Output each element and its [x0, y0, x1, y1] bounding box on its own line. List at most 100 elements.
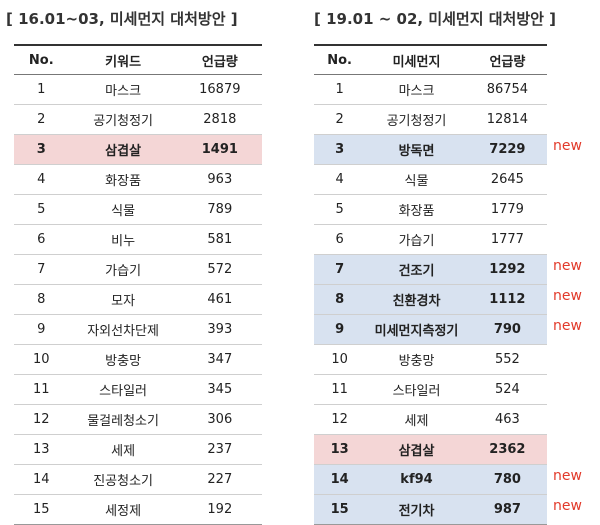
table-row: 5 식물 789: [14, 194, 262, 225]
keyword-cell: 미세먼지측정기: [365, 314, 468, 345]
table-row: 5 화장품 1779: [314, 194, 547, 225]
table-row: 12 물걸레청소기 306: [14, 404, 262, 435]
keyword-cell: 삼겹살: [68, 134, 178, 165]
count-cell: 463: [467, 404, 547, 435]
keyword-cell: 세제: [68, 434, 178, 465]
count-cell: 790: [467, 314, 547, 345]
keyword-cell: 삼겹살: [365, 434, 468, 465]
rank-cell: 5: [14, 194, 69, 225]
keyword-cell: 진공청소기: [68, 464, 178, 495]
keyword-cell: 스타일러: [68, 374, 178, 405]
rank-cell: 3: [14, 134, 69, 165]
rank-cell: 8: [14, 284, 69, 315]
new-badge: new: [553, 497, 582, 514]
header-keyword: 키워드: [68, 44, 178, 75]
count-cell: 581: [177, 224, 262, 255]
table-row: 1 마스크 86754: [314, 74, 547, 105]
header-no: No.: [314, 44, 366, 75]
rank-cell: 13: [314, 434, 366, 465]
rank-cell: 8: [314, 284, 366, 315]
rank-cell: 12: [314, 404, 366, 435]
count-cell: 2362: [467, 434, 547, 465]
rank-cell: 10: [314, 344, 366, 375]
count-cell: 2818: [177, 104, 262, 135]
keyword-cell: kf94: [365, 464, 468, 495]
table-row: 9 미세먼지측정기 790: [314, 314, 547, 345]
header-keyword: 미세먼지: [365, 44, 468, 75]
new-badge: new: [553, 257, 582, 274]
new-badge: new: [553, 467, 582, 484]
rank-cell: 13: [14, 434, 69, 465]
table-row: 7 건조기 1292: [314, 254, 547, 285]
right-keyword-table: No. 미세먼지 언급량 1 마스크 86754 2 공기청정기 12814 3 방독면 722…: [314, 44, 547, 525]
table-row: 10 방충망 347: [14, 344, 262, 375]
rank-cell: 6: [14, 224, 69, 255]
table-row: 6 가습기 1777: [314, 224, 547, 255]
rank-cell: 1: [314, 74, 366, 105]
count-cell: 524: [467, 374, 547, 405]
rank-cell: 2: [14, 104, 69, 135]
rank-cell: 10: [14, 344, 69, 375]
table-row: 8 친환경차 1112: [314, 284, 547, 315]
keyword-cell: 화장품: [68, 164, 178, 195]
keyword-cell: 건조기: [365, 254, 468, 285]
keyword-cell: 물걸레청소기: [68, 404, 178, 435]
table-row: 12 세제 463: [314, 404, 547, 435]
left-table-header-row: No. 키워드 언급량: [14, 44, 262, 75]
table-row: 10 방충망 552: [314, 344, 547, 375]
rank-cell: 12: [14, 404, 69, 435]
new-badge: new: [553, 317, 582, 334]
count-cell: 963: [177, 164, 262, 195]
rank-cell: 5: [314, 194, 366, 225]
count-cell: 7229: [467, 134, 547, 165]
keyword-cell: 식물: [365, 164, 468, 195]
keyword-cell: 가습기: [365, 224, 468, 255]
keyword-cell: 세정제: [68, 494, 178, 525]
keyword-cell: 방충망: [68, 344, 178, 375]
rank-cell: 6: [314, 224, 366, 255]
table-row: 14 kf94 780: [314, 464, 547, 495]
table-row: 3 방독면 7229: [314, 134, 547, 165]
keyword-cell: 공기청정기: [68, 104, 178, 135]
rank-cell: 4: [14, 164, 69, 195]
left-panel-title: [ 16.01~03, 미세먼지 대처방안 ]: [6, 10, 238, 28]
count-cell: 227: [177, 464, 262, 495]
count-cell: 987: [467, 494, 547, 525]
table-row: 1 마스크 16879: [14, 74, 262, 105]
keyword-cell: 비누: [68, 224, 178, 255]
rank-cell: 14: [314, 464, 366, 495]
count-cell: 12814: [467, 104, 547, 135]
rank-cell: 15: [14, 494, 69, 525]
table-row: 11 스타일러 524: [314, 374, 547, 405]
header-count: 언급량: [177, 44, 262, 75]
new-badge: new: [553, 137, 582, 154]
count-cell: 2645: [467, 164, 547, 195]
count-cell: 345: [177, 374, 262, 405]
rank-cell: 7: [314, 254, 366, 285]
rank-cell: 7: [14, 254, 69, 285]
table-row: 14 진공청소기 227: [14, 464, 262, 495]
rank-cell: 1: [14, 74, 69, 105]
keyword-cell: 친환경차: [365, 284, 468, 315]
table-row: 2 공기청정기 2818: [14, 104, 262, 135]
count-cell: 1112: [467, 284, 547, 315]
table-row: 11 스타일러 345: [14, 374, 262, 405]
keyword-cell: 세제: [365, 404, 468, 435]
keyword-cell: 마스크: [365, 74, 468, 105]
new-badge: new: [553, 287, 582, 304]
rank-cell: 4: [314, 164, 366, 195]
keyword-cell: 전기차: [365, 494, 468, 525]
table-row: 8 모자 461: [14, 284, 262, 315]
count-cell: 192: [177, 494, 262, 525]
keyword-cell: 방독면: [365, 134, 468, 165]
rank-cell: 11: [14, 374, 69, 405]
rank-cell: 9: [314, 314, 366, 345]
count-cell: 789: [177, 194, 262, 225]
rank-cell: 14: [14, 464, 69, 495]
count-cell: 572: [177, 254, 262, 285]
keyword-cell: 자외선차단제: [68, 314, 178, 345]
keyword-cell: 화장품: [365, 194, 468, 225]
keyword-cell: 식물: [68, 194, 178, 225]
count-cell: 16879: [177, 74, 262, 105]
count-cell: 306: [177, 404, 262, 435]
